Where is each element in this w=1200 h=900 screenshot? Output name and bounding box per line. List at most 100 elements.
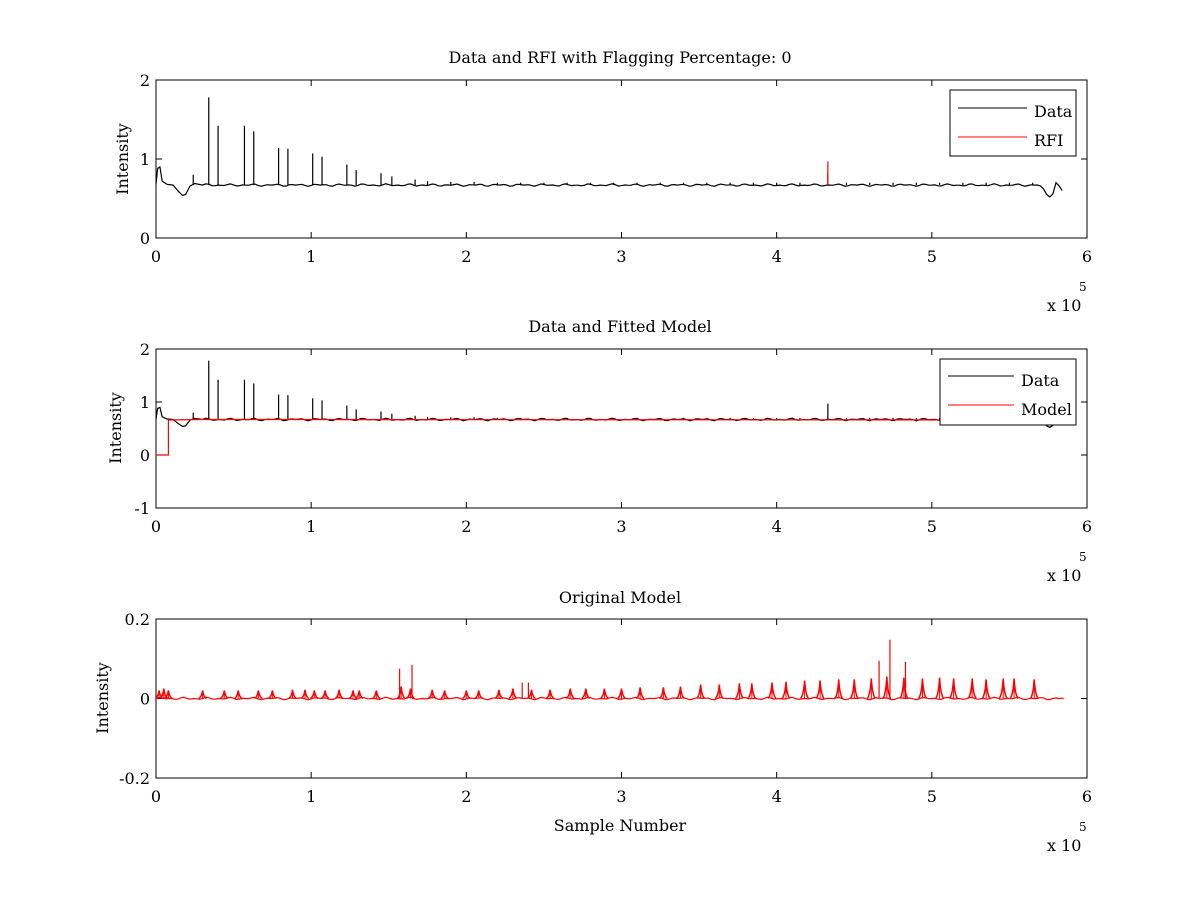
subplot-3-xtick-label: 2 [461, 787, 471, 806]
subplot-3-series-peak [372, 690, 381, 700]
subplot-3-series-peak [1009, 678, 1019, 699]
subplot-3-xtick-label: 1 [306, 787, 316, 806]
subplot-1-legend: Data RFI [949, 89, 1077, 157]
subplot-1-xtick-label: 4 [772, 247, 782, 266]
subplot-3-series-peak [462, 690, 471, 700]
subplot-3-series-peak [309, 690, 319, 700]
subplot-1-legend-rfi-label: RFI [1034, 131, 1063, 150]
subplot-3-xtick-label: 6 [1082, 787, 1092, 806]
subplot-3-xlabel: Sample Number [554, 816, 687, 835]
subplot-2-xtick-label: 4 [772, 517, 782, 536]
subplot-1-xtick-label: 2 [461, 247, 471, 266]
subplot-3-series-line [155, 696, 1064, 701]
subplot-3-series-peak [917, 678, 928, 699]
subplot-2-yticks: -1 0 1 2 [134, 340, 1087, 518]
subplot-1-ylabel: Intensity [113, 123, 132, 195]
subplot-1-title: Data and RFI with Flagging Percentage: 0 [448, 48, 791, 67]
subplot-2-legend-box [939, 358, 1077, 426]
subplot-3-multiplier: x 10 5 [1047, 820, 1087, 855]
subplot-1-legend-box [949, 89, 1077, 157]
subplot-1-xticks: 0 1 2 3 4 5 6 [151, 80, 1092, 266]
subplot-1-plot-area [155, 97, 1063, 198]
subplot-3-xticks: 0 1 2 3 4 5 6 [151, 619, 1092, 806]
subplot-1-legend-data-label: Data [1034, 102, 1073, 121]
subplot-3-series-peak [781, 681, 791, 700]
subplot-3-series-peak [348, 690, 358, 700]
subplot-3-series-peak [882, 676, 892, 699]
subplot-1-xtick-label: 0 [151, 247, 161, 266]
subplot-2-legend: Data Model [939, 358, 1077, 426]
subplot-2-ytick-label: 0 [140, 446, 150, 465]
subplot-3-series-peak [198, 690, 207, 700]
subplot-2-xtick-label: 5 [927, 517, 937, 536]
subplot-3-series-peak [981, 679, 991, 699]
subplot-3-series-peak [800, 680, 810, 699]
subplot-3-multiplier-base: x 10 [1047, 836, 1081, 855]
subplot-2-multiplier: x 10 5 [1047, 550, 1087, 585]
subplot-3-series-peak [164, 690, 173, 700]
subplot-1-multiplier-base: x 10 [1047, 296, 1081, 315]
subplot-3-ytick-label: 0.2 [125, 610, 150, 629]
subplot-2-legend-data-label: Data [1021, 371, 1060, 390]
subplot-1-xtick-label: 5 [927, 247, 937, 266]
subplot-1-yticks: 0 1 2 [140, 71, 1087, 248]
subplot-3-series-peak [866, 678, 876, 699]
subplot-2-xtick-label: 2 [461, 517, 471, 536]
subplot-2-xtick-label: 3 [616, 517, 626, 536]
subplot-2-title: Data and Fitted Model [528, 317, 711, 336]
subplot-2-multiplier-base: x 10 [1047, 566, 1081, 585]
subplot-3-series-peak [899, 677, 909, 699]
subplot-3-series-peak [1029, 679, 1039, 699]
subplot-3-series-peak [935, 677, 945, 699]
subplot-3-ytick-label: 0 [140, 690, 150, 709]
subplot-3-series-peak [998, 678, 1008, 699]
subplot-3-yticks: -0.2 0 0.2 [119, 610, 1087, 788]
subplot-3-xtick-label: 5 [927, 787, 937, 806]
subplot-2-ytick-label: 1 [140, 393, 150, 412]
subplot-2-ytick-label: 2 [140, 340, 150, 359]
subplot-1-multiplier: x 10 5 [1047, 280, 1087, 315]
subplot-1-ytick-label: 1 [140, 150, 150, 169]
subplot-2-ylabel: Intensity [106, 392, 125, 464]
subplot-3-series-peak [268, 690, 277, 700]
subplot-3-series-peak [474, 690, 484, 700]
subplot-3-series-peak [233, 690, 243, 700]
subplot-2-ytick-label: -1 [134, 499, 150, 518]
subplot-1-ytick-label: 0 [140, 229, 150, 248]
subplot-1: Data and RFI with Flagging Percentage: 0… [113, 48, 1092, 315]
subplot-2-xtick-label: 0 [151, 517, 161, 536]
subplot-1-axes [155, 79, 1088, 239]
subplot-1-multiplier-exponent: 5 [1079, 280, 1087, 294]
subplot-3-series-peak [354, 690, 364, 700]
subplot-1-xtick-label: 1 [306, 247, 316, 266]
subplot-3-series-peak [949, 678, 959, 699]
subplot-3-series-peak [219, 690, 229, 700]
subplot-2-xticks: 0 1 2 3 4 5 6 [151, 349, 1092, 536]
subplot-3: Original Model Intensity Sample Number 0… [93, 588, 1092, 855]
subplot-3-plot-area [154, 639, 1064, 701]
subplot-3-series-peak [440, 690, 449, 700]
subplot-3-xtick-label: 4 [772, 787, 782, 806]
subplot-3-title: Original Model [559, 588, 681, 607]
subplot-3-ytick-label: -0.2 [119, 769, 150, 788]
subplot-3-series-peak [320, 690, 330, 700]
subplot-2-xtick-label: 6 [1082, 517, 1092, 536]
subplot-3-series-peak [849, 679, 859, 699]
subplot-2-legend-model-label: Model [1021, 400, 1072, 419]
subplot-3-series-peak [254, 690, 263, 700]
subplot-2-multiplier-exponent: 5 [1079, 550, 1087, 564]
subplot-3-ylabel: Intensity [93, 662, 112, 734]
subplot-2-xtick-label: 1 [306, 517, 316, 536]
subplot-3-xtick-label: 0 [151, 787, 161, 806]
subplot-2-axes [155, 348, 1088, 509]
subplot-3-multiplier-exponent: 5 [1079, 820, 1087, 834]
subplot-1-xtick-label: 6 [1082, 247, 1092, 266]
subplot-3-series-peak [815, 680, 825, 699]
subplot-1-data-line [155, 165, 1063, 198]
subplot-3-xtick-label: 3 [616, 787, 626, 806]
subplot-1-ytick-label: 2 [140, 71, 150, 90]
subplot-3-series-peak [834, 679, 844, 699]
subplot-1-xtick-label: 3 [616, 247, 626, 266]
